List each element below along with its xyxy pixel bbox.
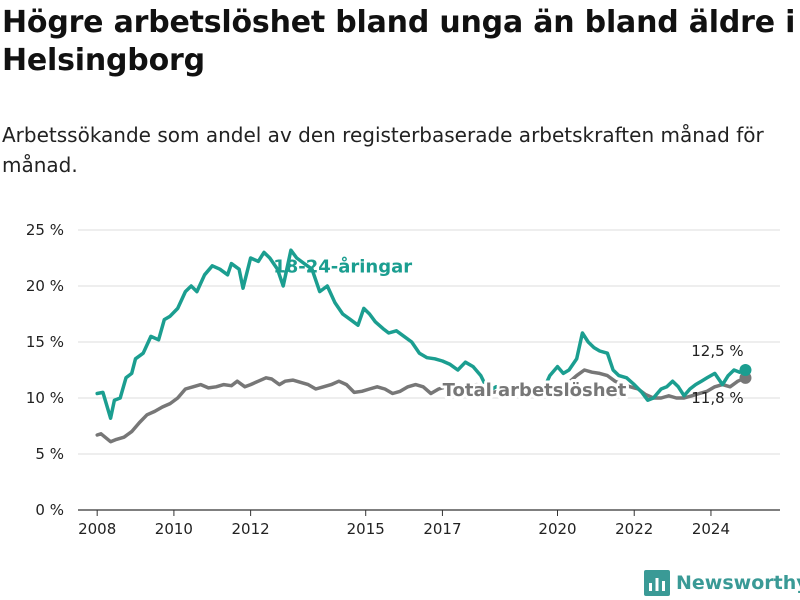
y-tick-label: 10 %	[26, 389, 64, 407]
series-line	[95, 248, 748, 420]
y-tick-label: 15 %	[26, 333, 64, 351]
x-tick-label: 2020	[538, 520, 576, 538]
y-tick-label: 20 %	[26, 277, 64, 295]
total-end-value-label: 11,8 %	[691, 389, 743, 407]
x-tick-label: 2010	[155, 520, 193, 538]
y-tick-label: 25 %	[26, 221, 64, 239]
newsworthy-logo: Newsworthy	[644, 568, 800, 598]
x-tick-label: 2024	[692, 520, 730, 538]
series-annotation-label: 18-24-åringar	[273, 256, 412, 278]
newsworthy-logo-text: Newsworthy	[676, 572, 800, 594]
x-tick-label: 2017	[423, 520, 461, 538]
series-line	[95, 368, 748, 444]
series-annotation-label: Total arbetslöshet	[443, 380, 627, 401]
y-tick-label: 0 %	[35, 501, 64, 519]
chart-subtitle: Arbetssökande som andel av den registerb…	[2, 123, 764, 177]
x-tick-label: 2015	[347, 520, 385, 538]
y-tick-label: 5 %	[35, 445, 64, 463]
x-tick-label: 2012	[232, 520, 270, 538]
x-tick-label: 2022	[615, 520, 653, 538]
youth-end-value-label: 12,5 %	[691, 342, 743, 360]
newsworthy-logo-icon	[644, 570, 670, 596]
x-tick-label: 2008	[78, 520, 116, 538]
chart-title: Högre arbetslöshet bland unga än bland ä…	[2, 5, 796, 78]
series-end-dot	[739, 364, 752, 376]
